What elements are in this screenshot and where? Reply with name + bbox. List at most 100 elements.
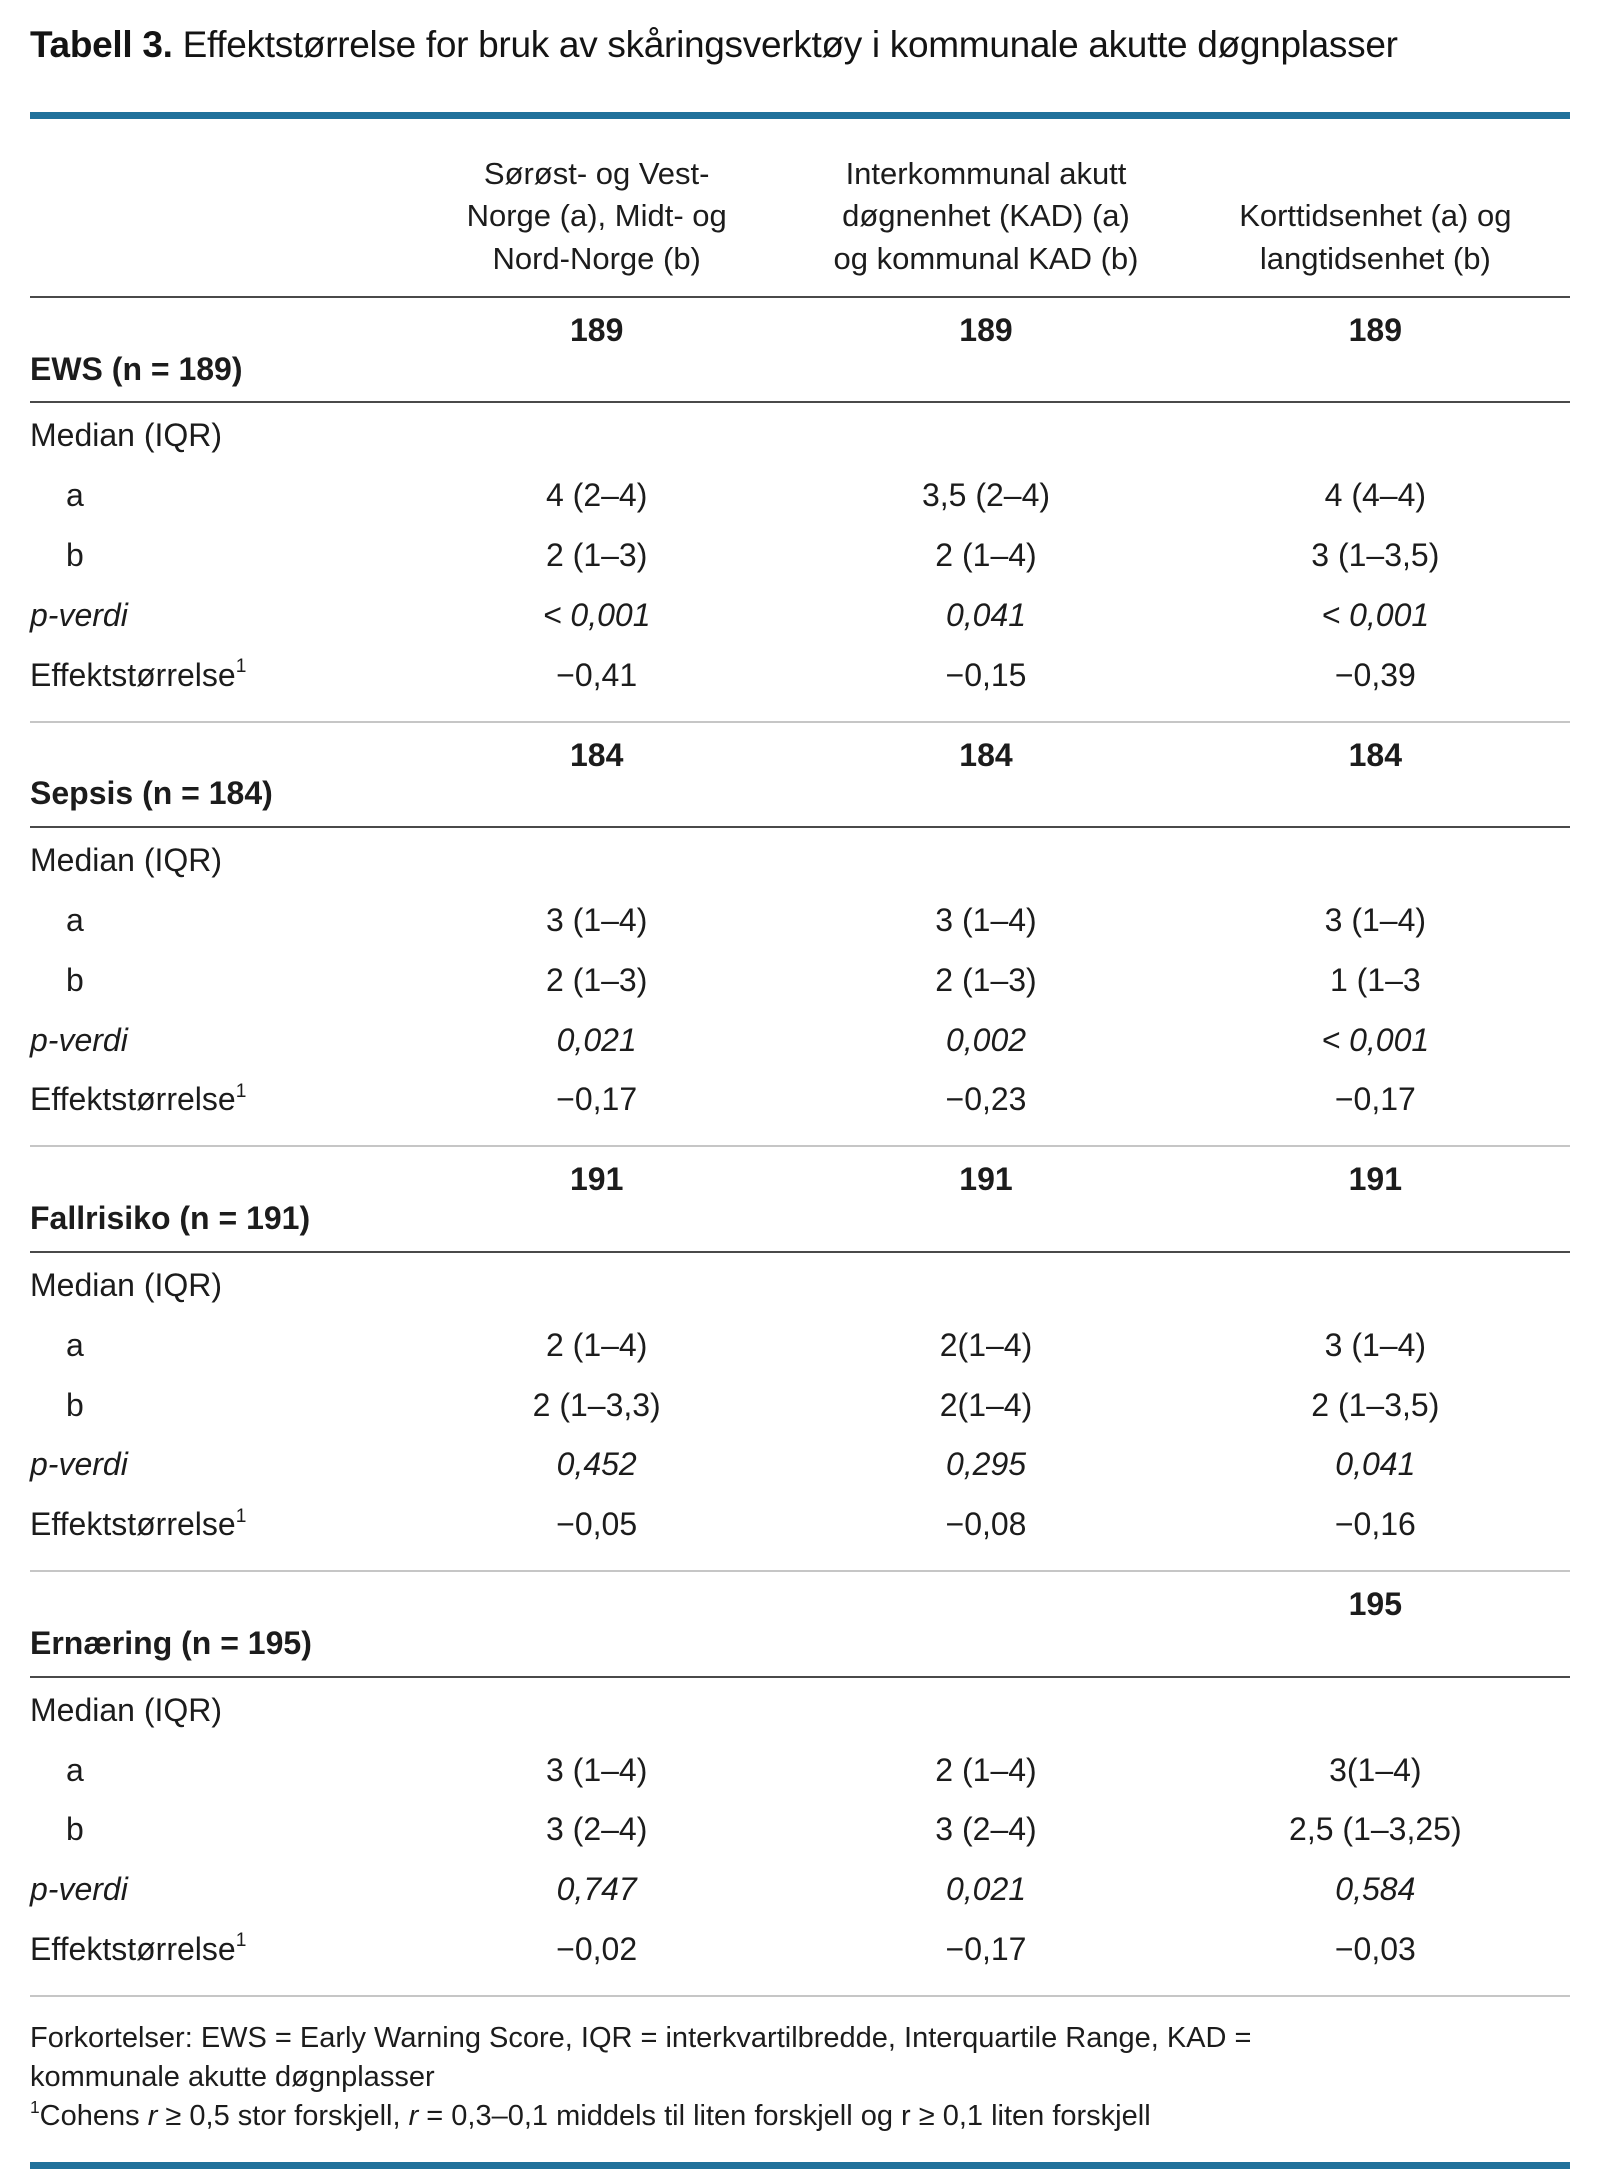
header-line: Korttidsenhet (a) og [1239,198,1512,234]
footnote-text: = 0,3–0,1 middels til liten forskjell og… [418,2100,1151,2133]
count-cell: 189 [959,311,1013,348]
value-cell: 2,5 (1–3,25) [1289,1811,1462,1848]
row-label: p-verdi [30,1446,128,1483]
effect-size-label: Effektstørrelse [30,656,236,693]
count-cell: 191 [569,1161,624,1198]
row-label: Median (IQR) [30,842,223,879]
table-footnotes: Forkortelser: EWS = Early Warning Score,… [30,2019,1280,2136]
header-line: Nord-Norge (b) [492,240,701,276]
value-cell: 0,747 [556,1871,637,1908]
value-cell: −0,39 [1180,645,1570,723]
section-title-row: EWS (n = 189) [30,348,1570,404]
value-cell: 2(1–4) [939,1386,1033,1423]
header-line: Norge (a), Midt- og [466,198,727,234]
footnote-marker: 1 [235,656,247,678]
effect-size-row: Effektstørrelse1 −0,02 −0,17 −0,03 [30,1920,1570,1997]
column-header-enhet: Korttidsenhet (a) og langtidsenhet (b) [1180,119,1570,298]
column-header-row: Sørøst- og Vest- Norge (a), Midt- og Nor… [30,119,1570,298]
row-label: Effektstørrelse1 [30,1920,402,1997]
value-cell: 2 (1–3) [935,961,1037,998]
value-cell: 2 (1–3) [545,961,648,998]
value-cell: 2(1–4) [939,1326,1033,1363]
value-cell: 0,041 [945,596,1027,633]
count-cell: 189 [569,311,624,348]
value-cell: 0,452 [556,1446,637,1483]
empty-cell [30,297,402,349]
footnote-marker: 1 [30,2096,40,2117]
value-cell: 4 (2–4) [545,477,648,514]
header-line: langtidsenhet (b) [1259,240,1491,276]
count-cell: 184 [959,736,1013,773]
count-cell: 191 [959,1161,1013,1198]
section-title-row: Ernæring (n = 195) [30,1622,1570,1678]
value-cell: 4 (4–4) [1324,477,1427,514]
empty-cell [1180,773,1570,829]
effect-size-label: Effektstørrelse [30,1931,236,1968]
section-title-row: Fallrisiko (n = 191) [30,1198,1570,1253]
value-cell [1181,1677,1570,1741]
value-cell: 0,041 [1335,1446,1416,1483]
value-cell: −0,23 [791,1070,1181,1148]
column-header-region: Sørøst- og Vest- Norge (a), Midt- og Nor… [402,119,792,298]
row-label: Effektstørrelse1 [30,1495,402,1573]
value-cell: 0,295 [945,1446,1027,1483]
empty-cell [402,1198,792,1253]
table-header: Sørøst- og Vest- Norge (a), Midt- og Nor… [30,119,1570,298]
median-row: Median (IQR) [30,1677,1570,1741]
row-label: b [66,1386,84,1423]
value-cell [791,1677,1180,1741]
header-line: Interkommunal akutt [845,156,1127,192]
section-sepsis: 184 184 184 Sepsis (n = 184) Median (IQR… [30,722,1570,1148]
value-cell: 3(1–4) [1329,1751,1422,1788]
footnote-marker: 1 [235,1930,247,1952]
value-cell: 3 (1–4) [545,1751,648,1788]
header-line: døgnenhet (KAD) (a) [842,198,1130,234]
empty-cell [402,1622,792,1678]
value-cell: −0,05 [402,1495,792,1573]
value-cell: 2 (1–3,3) [532,1386,661,1423]
section-title: Fallrisiko (n = 191) [30,1198,402,1253]
value-cell [1181,827,1570,891]
value-cell [402,1677,791,1741]
effect-size-row: Effektstørrelse1 −0,17 −0,23 −0,17 [30,1070,1570,1148]
empty-cell [791,1198,1181,1253]
value-cell: −0,17 [791,1920,1181,1997]
table-title-text: Effektstørrelse for bruk av skåringsverk… [172,24,1398,65]
value-cell: < 0,001 [1321,1021,1430,1058]
footnote-r-italic: r [147,2100,158,2133]
row-a: a 2 (1–4) 2(1–4) 3 (1–4) [30,1316,1570,1376]
footnote-text: ≥ 0,5 stor forskjell, [157,2100,409,2133]
empty-cell [791,1622,1181,1678]
header-line: og kommunal KAD (b) [833,240,1139,276]
row-label: p-verdi [30,1021,128,1058]
footnote-r-italic: r [408,2100,419,2133]
value-cell: 0,584 [1335,1871,1416,1908]
value-cell: 2 (1–4) [545,1326,648,1363]
empty-cell [791,348,1181,404]
row-label: a [66,477,84,514]
empty-cell [402,773,792,829]
value-cell: −0,02 [402,1920,792,1997]
count-cell: 195 [1348,1586,1403,1623]
footnote-marker: 1 [235,1080,247,1102]
value-cell: −0,03 [1180,1920,1570,1997]
empty-cell [30,1571,402,1623]
value-cell: 0,021 [556,1021,637,1058]
section-title: Ernæring (n = 195) [30,1622,402,1678]
effect-size-row: Effektstørrelse1 −0,05 −0,08 −0,16 [30,1495,1570,1573]
counts-row: 191 191 191 [30,1146,1570,1198]
footnote-marker: 1 [235,1505,247,1527]
section-title-row: Sepsis (n = 184) [30,773,1570,829]
counts-row: 195 [30,1571,1570,1623]
footnote-effect-size: 1Cohens r ≥ 0,5 stor forskjell, r = 0,3–… [30,2097,1280,2136]
empty-cell [791,773,1181,829]
section-ernaering: 195 Ernæring (n = 195) Median (IQR) a 3 … [30,1571,1570,1997]
value-cell: 0,002 [945,1021,1027,1058]
count-cell: 184 [569,736,624,773]
row-b: b 3 (2–4) 3 (2–4) 2,5 (1–3,25) [30,1800,1570,1860]
counts-row: 189 189 189 [30,297,1570,349]
empty-cell [1180,348,1570,404]
row-b: b 2 (1–3) 2 (1–3) 1 (1–3 [30,951,1570,1011]
empty-cell [1180,1198,1570,1253]
